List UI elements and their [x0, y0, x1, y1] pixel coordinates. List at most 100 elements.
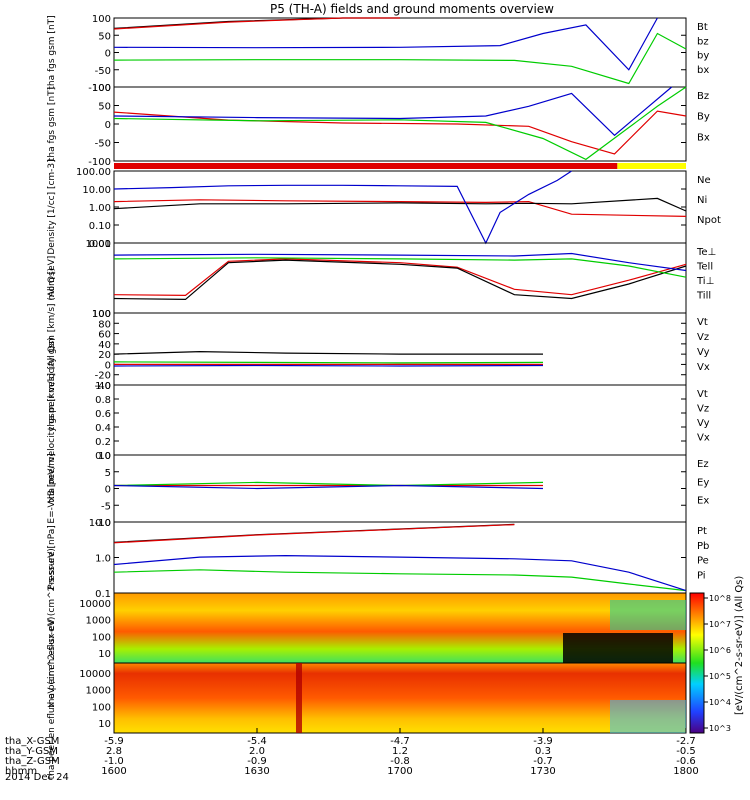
y-tick-label: 100 — [92, 702, 111, 713]
y-tick-label: 50 — [98, 102, 111, 113]
y-tick-label: 0 — [105, 360, 111, 371]
y-tick-label: 1.0 — [95, 381, 111, 392]
x-axis-value: -5.9 — [104, 736, 124, 747]
y-tick-label: -100 — [88, 83, 111, 94]
series-line-Npot — [113, 170, 572, 245]
y-tick-label: 100 — [92, 14, 111, 25]
panel-frame — [113, 170, 687, 244]
y-axis-label: Density [1/cc] [cm-3] — [47, 159, 57, 254]
legend-label-1: Vz — [697, 404, 709, 415]
colorbar-tick-label: 10^4 — [709, 698, 731, 707]
x-axis-value: -0.7 — [533, 756, 553, 767]
electron-spectrogram — [113, 662, 687, 734]
y-tick-label: 0.0 — [95, 451, 111, 462]
panel-3: 100.00 10.00 1.00 0.10 0.01 Density [1/cc] [c… — [47, 159, 721, 254]
x-axis-value: 2.8 — [106, 746, 122, 757]
series-line-Vt — [113, 350, 543, 355]
y-tick-label: 10 — [98, 451, 111, 462]
legend-label-3: Vx — [697, 433, 710, 444]
legend-label-1: Pb — [697, 541, 709, 552]
colorbar: 10^3 10^4 10^5 10^6 10^7 10^8 [eV/(cm^2-s-sr-… — [689, 576, 745, 734]
y-tick-label: 1000 — [86, 239, 111, 250]
electron-spectrogram-late-band — [610, 700, 686, 733]
electron-spectrogram-stripe — [296, 663, 302, 733]
legend-label-2: Vy — [697, 418, 710, 429]
legend-label-0: Ez — [697, 459, 709, 470]
y-tick-label: 60 — [98, 330, 111, 341]
colorbar-tick-label: 10^5 — [709, 672, 731, 681]
y-axis-label: tha fgs gsm [nT] — [47, 15, 57, 89]
series-line-Ni — [113, 197, 687, 212]
panel-frame — [113, 17, 687, 88]
x-axis-value: 0.3 — [535, 746, 551, 757]
series-line-Tell — [113, 259, 687, 301]
x-axis-row-label-0: tha_X-GSM — [5, 736, 59, 747]
y-tick-label: 100.00 — [76, 167, 111, 178]
legend-label-1: Vz — [697, 332, 709, 343]
series-line-Pi — [113, 554, 687, 592]
x-axis-row-label-1: tha_Y-GSM — [5, 746, 58, 757]
y-tick-label: -50 — [95, 66, 111, 77]
series-line-Vy — [113, 361, 544, 364]
legend-label-3: Till — [696, 291, 711, 302]
legend-label-1: Ni — [697, 195, 707, 206]
series-line-Te⊥ — [113, 258, 687, 297]
legend-label-0: Ne — [697, 175, 711, 186]
y-tick-label: 0.01 — [89, 239, 111, 250]
y-tick-label: 50 — [98, 31, 111, 42]
x-axis-value: -0.5 — [676, 746, 696, 757]
y-tick-label: 100 — [92, 309, 111, 320]
y-tick-label: 100 — [92, 83, 111, 94]
series-line-bz — [113, 17, 400, 30]
x-axis-value: -2.7 — [676, 736, 696, 747]
series-line-Ey — [113, 481, 544, 487]
legend-label-0: Bz — [697, 91, 709, 102]
legend-label-2: Ex — [697, 496, 709, 507]
series-line-Pe — [113, 569, 687, 592]
x-axis-value: 1730 — [530, 766, 555, 777]
legend-label-0: Bt — [697, 22, 708, 33]
mode-bar-segment-0 — [114, 163, 618, 169]
legend-label-1: By — [697, 112, 710, 123]
y-tick-label: 0.8 — [95, 395, 111, 406]
ion-spectrogram — [113, 592, 687, 664]
y-tick-label: 10 — [98, 649, 111, 660]
y-tick-label: -20 — [95, 371, 111, 382]
y-axis-label: tha peir en eflux eV (cm^2-s-sr-eV) — [47, 548, 57, 708]
legend-label-2: Ti⊥ — [696, 276, 714, 287]
x-axis-value: 1700 — [387, 766, 412, 777]
ion-spectrogram-late-band — [610, 600, 686, 630]
legend-label-2: by — [697, 51, 709, 62]
y-tick-label: 0.1 — [95, 589, 111, 600]
legend-label-0: Vt — [697, 389, 708, 400]
y-axis-label: E=-VxB [mV/m] — [47, 453, 57, 523]
legend-label-1: Ey — [697, 477, 709, 488]
y-tick-label: -50 — [95, 139, 111, 150]
series-line-bx — [113, 17, 658, 71]
x-axis-value: 1600 — [101, 766, 126, 777]
y-tick-label: 20 — [98, 350, 111, 361]
series-line-Ti⊥ — [113, 257, 687, 278]
panel-1: 100 50 0 -50 -100 tha fgs gsm [nT] Bz By Bx — [47, 83, 710, 168]
legend-label-1: bz — [697, 36, 709, 47]
colorbar-tick-label: 10^7 — [709, 620, 731, 629]
panel-6: 1.0 0.8 0.6 0.4 0.2 0.0 tha peer velocity gsm … — [47, 337, 710, 502]
legend-label-2: Bx — [697, 132, 710, 143]
y-tick-label: 0.4 — [95, 423, 111, 434]
x-axis-value: -0.8 — [390, 756, 410, 767]
x-axis-table: tha_X-GSM -5.9 -5.4 -4.7 -3.9 -2.7 tha_Y-GSM 2.… — [5, 728, 699, 777]
panel-0: 100 50 0 -50 -100 tha fgs gsm [nT] Bt bz by bx — [47, 14, 709, 94]
legend-label-2: Vy — [697, 347, 710, 358]
panel-4: 1000 100 mom [eV] Te⊥ Tell Ti⊥ Till — [47, 239, 716, 320]
series-line-Ne — [113, 199, 687, 217]
y-axis-label: tha fgs gsm [nT] — [47, 87, 57, 161]
series-line-Ex — [113, 484, 544, 490]
ion-spectrogram-dropout — [563, 633, 673, 663]
y-tick-label: -100 — [88, 157, 111, 168]
x-axis-value: -0.6 — [676, 756, 696, 767]
electron-spectrogram-fill — [113, 662, 687, 734]
y-tick-label: 5 — [105, 468, 111, 479]
panel-frame — [113, 454, 687, 523]
